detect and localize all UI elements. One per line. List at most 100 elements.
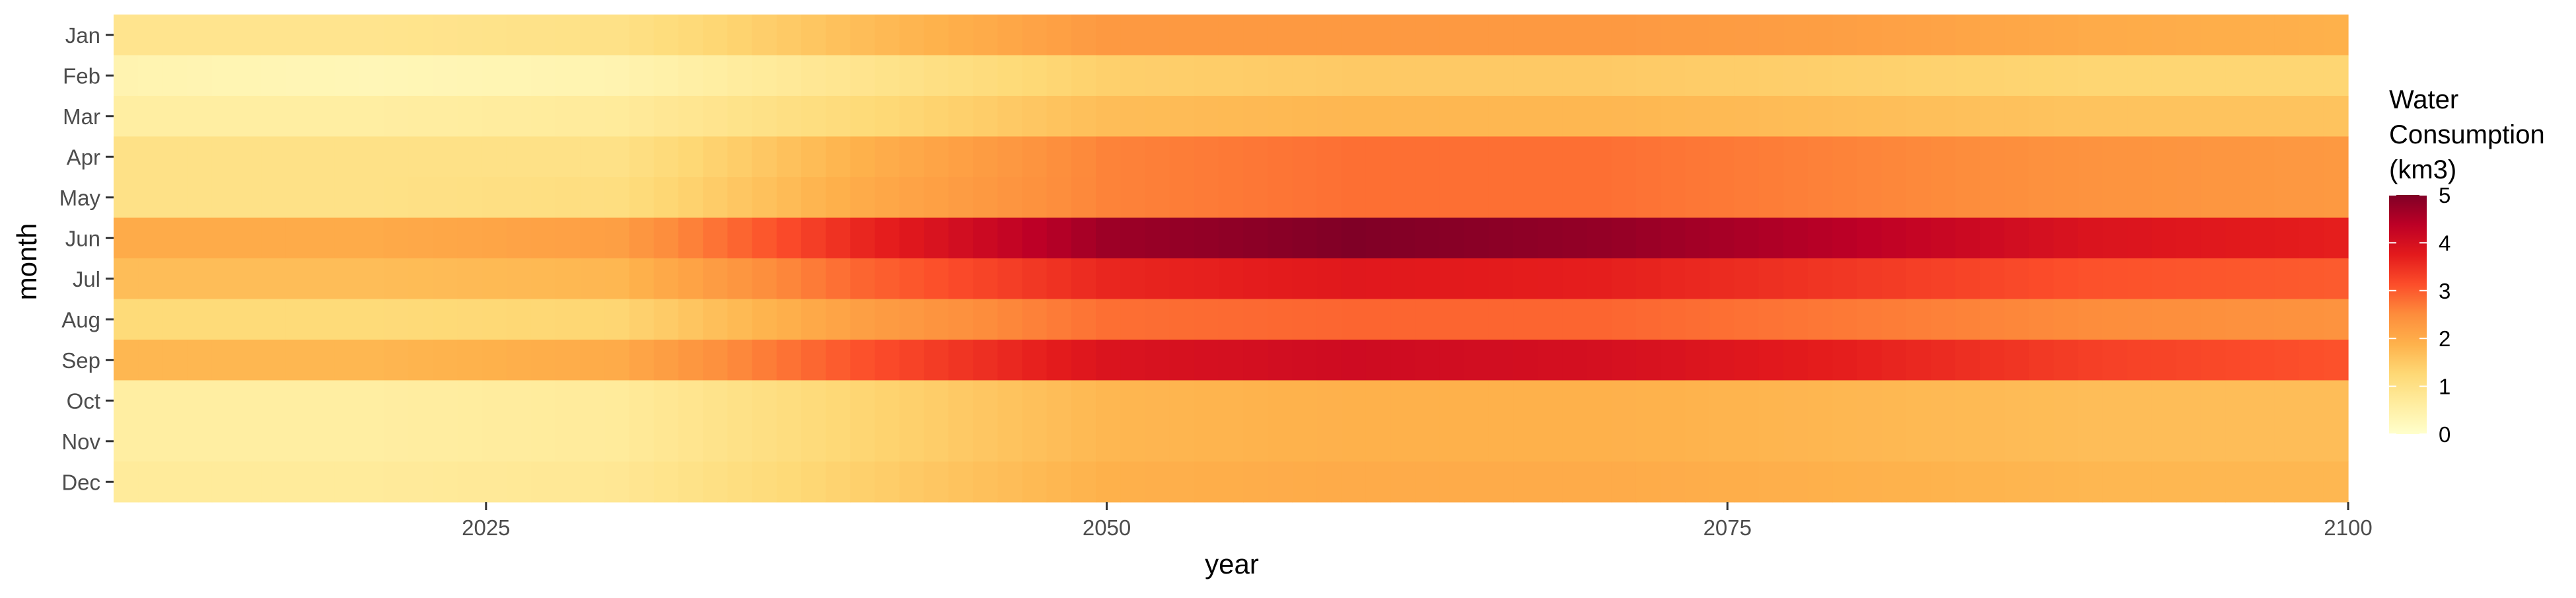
heatmap-cell <box>1341 136 1367 178</box>
heatmap-cell <box>2176 258 2201 299</box>
heatmap-cell <box>776 258 802 299</box>
heatmap-cell <box>1906 380 1931 422</box>
heatmap-cell <box>555 136 581 178</box>
heatmap-cell <box>1316 96 1342 137</box>
heatmap-cell <box>1685 380 1711 422</box>
heatmap-cell <box>1341 340 1367 381</box>
heatmap-cell <box>1931 55 1956 96</box>
heatmap-cell <box>899 421 925 462</box>
heatmap-cell <box>2004 380 2030 422</box>
heatmap-cell <box>1096 421 1121 462</box>
heatmap-cell <box>138 380 163 422</box>
heatmap-cell <box>2127 177 2153 218</box>
heatmap-cell <box>1931 380 1956 422</box>
heatmap-cell <box>678 55 703 96</box>
heatmap-cell <box>1415 299 1441 340</box>
heatmap-cell <box>1292 217 1318 259</box>
heatmap-cell <box>1145 380 1170 422</box>
heatmap-cell <box>1415 461 1441 503</box>
heatmap-cell <box>703 299 728 340</box>
heatmap-cell <box>114 299 139 340</box>
legend-tick-label: 2 <box>2439 326 2451 351</box>
heatmap-cell <box>1709 15 1735 56</box>
heatmap-cell <box>948 15 974 56</box>
heatmap-cell <box>801 55 826 96</box>
heatmap-cell <box>1538 15 1563 56</box>
heatmap-cell <box>2323 217 2349 259</box>
heatmap-cell <box>2028 258 2054 299</box>
heatmap-cell <box>310 380 336 422</box>
heatmap-cell <box>555 177 581 218</box>
heatmap-cell <box>948 55 974 96</box>
heatmap-cell <box>1931 217 1956 259</box>
heatmap-cell <box>555 461 581 503</box>
heatmap-cell <box>1734 421 1760 462</box>
heatmap-cell <box>1635 217 1661 259</box>
heatmap-cell <box>285 96 311 137</box>
heatmap-cell <box>2274 299 2300 340</box>
heatmap-cell <box>2151 380 2177 422</box>
heatmap-cell <box>261 217 286 259</box>
heatmap-cell <box>2053 299 2079 340</box>
heatmap-cell <box>629 380 655 422</box>
heatmap-cell <box>653 258 679 299</box>
heatmap-cell <box>285 15 311 56</box>
heatmap-cell <box>1046 55 1072 96</box>
heatmap-cell <box>826 96 851 137</box>
heatmap-cell <box>727 217 753 259</box>
heatmap-cell <box>1390 299 1415 340</box>
heatmap-cell <box>1316 340 1342 381</box>
heatmap-cell <box>629 96 655 137</box>
heatmap-cell <box>530 340 556 381</box>
heatmap-cell <box>1439 299 1465 340</box>
heatmap-cell <box>1709 55 1735 96</box>
heatmap-cell <box>776 136 802 178</box>
heatmap-cell <box>703 380 728 422</box>
heatmap-cell <box>801 461 826 503</box>
heatmap-cell <box>1145 177 1170 218</box>
y-tick-label: Dec <box>61 470 100 494</box>
heatmap-cell <box>211 177 237 218</box>
heatmap-cell <box>530 96 556 137</box>
heatmap-cell <box>211 217 237 259</box>
heatmap-cell <box>408 55 433 96</box>
heatmap-cell <box>383 461 409 503</box>
heatmap-cell <box>2250 340 2275 381</box>
heatmap-cell <box>1906 340 1931 381</box>
heatmap-cell <box>138 461 163 503</box>
x-tick-label: 2075 <box>1703 515 1752 540</box>
heatmap-cell <box>727 299 753 340</box>
heatmap-cell <box>2323 380 2349 422</box>
heatmap-cell <box>1243 55 1268 96</box>
heatmap-cell <box>310 340 336 381</box>
heatmap-cell <box>1538 258 1563 299</box>
heatmap-cell <box>1464 380 1489 422</box>
heatmap-cell <box>923 380 949 422</box>
heatmap-cell <box>2053 258 2079 299</box>
y-tick-label: Feb <box>63 63 100 88</box>
y-tick-label: Jan <box>65 23 100 48</box>
heatmap-cell <box>114 380 139 422</box>
heatmap-cell <box>2225 299 2250 340</box>
heatmap-cell <box>2225 461 2250 503</box>
heatmap-cell <box>236 299 262 340</box>
heatmap-cell <box>2151 177 2177 218</box>
heatmap-cell <box>138 55 163 96</box>
heatmap-cell <box>1292 461 1318 503</box>
heatmap-cell <box>334 136 360 178</box>
heatmap-cell <box>2151 96 2177 137</box>
heatmap-cell <box>801 421 826 462</box>
heatmap-cell <box>2274 340 2300 381</box>
heatmap-cell <box>482 217 507 259</box>
heatmap-cell <box>1194 15 1219 56</box>
heatmap-cell <box>1980 96 2005 137</box>
heatmap-cell <box>334 217 360 259</box>
heatmap-cell <box>1120 15 1145 56</box>
heatmap-cell <box>727 15 753 56</box>
heatmap-cell <box>703 96 728 137</box>
heatmap-cell <box>1661 136 1686 178</box>
heatmap-cell <box>1268 299 1293 340</box>
heatmap-cell <box>433 421 458 462</box>
y-tick-label: May <box>59 186 101 210</box>
heatmap-cell <box>2250 299 2275 340</box>
